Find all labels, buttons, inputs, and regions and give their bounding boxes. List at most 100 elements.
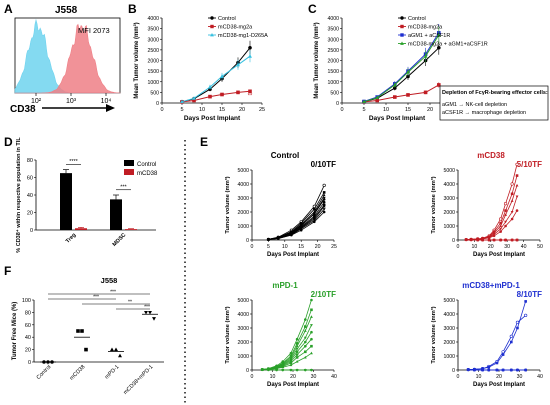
panel-f-point — [144, 310, 148, 315]
panel-b-legend-1: mCD38-mg2a — [218, 25, 253, 31]
panel-c-ytick-label: 4000 — [327, 16, 339, 22]
panel-e-0-curve-4 — [268, 199, 325, 240]
panel-e-0-point — [322, 183, 326, 187]
panel-e-3-ytick-label: 5000 — [443, 298, 455, 304]
panel-c-series-line-1 — [363, 84, 440, 103]
panel-e-3-point — [516, 368, 519, 372]
panel-e-1-point — [510, 238, 514, 242]
panel-e-1-point — [515, 209, 519, 212]
panel-e-0-ytick-label: 1000 — [237, 224, 249, 230]
panel-c-legend-0: Control — [408, 16, 426, 22]
panel-b-legend-0: Control — [218, 16, 236, 22]
panel-d-bar — [60, 173, 72, 230]
panel-e-0-title: Control — [271, 151, 299, 160]
panel-e-2-point — [310, 330, 313, 334]
panel-c-ytick-label: 2500 — [327, 48, 339, 54]
panel-e-3-point — [524, 313, 528, 318]
panel-b-ytick-label: 1500 — [147, 69, 159, 75]
panel-e-0-ylabel: Tumor volume (mm³) — [224, 176, 231, 233]
panel-e-2-point — [304, 344, 307, 348]
panel-f-point — [148, 310, 152, 315]
panel-b-point-1 — [248, 89, 252, 94]
panel-c-series-line-2 — [363, 32, 440, 102]
panel-c-ytick-label: 2000 — [327, 59, 339, 65]
panel-e-0-point — [322, 210, 326, 214]
panel-e-2-point — [281, 368, 285, 372]
panel-d-ytick-label: 80 — [27, 158, 33, 164]
panel-e-2-point — [310, 368, 313, 372]
panel-e-2-point — [289, 361, 293, 365]
panel-e-1-point — [499, 224, 503, 228]
panel-c-legend-2: aGM1 + aCSF1R — [408, 33, 450, 39]
panel-e-3-point — [487, 365, 491, 369]
panel-a-histogram-cd38 — [15, 23, 121, 94]
panel-e-3-xtick-label: 0 — [457, 374, 460, 380]
panel-a-xlabel: CD38 — [10, 104, 36, 115]
panel-e-3-xtick-label: 20 — [496, 374, 502, 380]
panel-e-3-point — [510, 340, 513, 344]
panel-d-legend-1: mCD38 — [137, 171, 158, 177]
panel-e-2-tf: 2/10TF — [311, 290, 336, 299]
panel-d-significance: **** — [69, 159, 78, 165]
panel-d-category-label: Treg — [65, 232, 77, 244]
panel-e-3-point — [515, 320, 520, 325]
panel-e-0-xtick-label: 25 — [331, 244, 337, 250]
panel-e-2-point — [295, 368, 299, 372]
panel-e-2-title: mPD-1 — [272, 281, 298, 290]
panel-c-ytick-label: 1000 — [327, 80, 339, 86]
panel-f-point — [114, 347, 118, 352]
panel-c-xtick-label: 5 — [362, 107, 365, 113]
panel-c-xtick-label: 20 — [427, 107, 433, 113]
panel-e-1-point — [504, 224, 507, 228]
panel-d-category-label: MDSC — [112, 232, 128, 248]
panel-letter-a: A — [4, 2, 13, 16]
panel-e-2-xlabel: Days Post Implant — [267, 382, 319, 388]
panel-e-1-point — [499, 221, 502, 225]
panel-b-ytick-label: 0 — [156, 101, 159, 107]
panel-e-0-tf: 0/10TF — [311, 160, 336, 169]
panel-e-2-xtick-label: 40 — [331, 374, 337, 380]
panel-c-depletion-box — [439, 85, 549, 121]
panel-b-ytick-label: 4000 — [147, 16, 159, 22]
panel-e-3-point — [501, 368, 505, 372]
panel-e-2-point — [304, 368, 307, 372]
panel-d-ylabel: % CD38⁺ within respective population in … — [15, 137, 22, 253]
panel-e-1-point — [515, 162, 519, 166]
panel-c-series-line-3 — [363, 34, 440, 103]
panel-e-0-point — [322, 193, 326, 197]
panel-f-ytick-label: 100 — [22, 298, 31, 304]
panel-e-1-point — [510, 199, 514, 202]
panel-e-2-point — [310, 315, 313, 318]
panel-c-ytick-label: 0 — [336, 101, 339, 107]
panel-c-point-1 — [393, 95, 397, 99]
panel-e-2-point — [303, 329, 307, 332]
panel-d-legend-swatch — [124, 160, 134, 166]
panel-e-3-point — [516, 326, 519, 330]
panel-e-3-point — [487, 368, 491, 372]
panel-d-ytick-label: 60 — [27, 176, 33, 182]
panel-e-1-curve-0 — [466, 164, 518, 240]
panel-e-2-point — [310, 324, 313, 327]
panel-b-series-line-2 — [181, 55, 251, 103]
panel-letter-d: D — [4, 135, 13, 149]
panel-e-2-ytick-label: 4000 — [237, 312, 249, 318]
panel-e-1-point — [504, 213, 507, 216]
panel-e-1-point — [504, 220, 507, 224]
panel-e-1-tf: 5/10TF — [517, 160, 542, 169]
panel-e-1-point — [515, 195, 519, 199]
panel-e-1-title: mCD38 — [477, 151, 505, 160]
panel-b-point-2 — [192, 96, 196, 100]
panel-e-2-xtick-label: 30 — [311, 374, 317, 380]
panel-c-point-3 — [392, 82, 397, 87]
panel-e-2-point — [295, 360, 299, 363]
panel-c-legend-1: mCD38-mg2a — [408, 25, 443, 31]
panel-f-ytick-label: 40 — [25, 335, 31, 341]
panel-e-0-curve-9 — [268, 211, 325, 240]
panel-e-1-point — [499, 227, 503, 231]
panel-e-1-point — [499, 230, 502, 233]
panel-e-0-point — [322, 198, 326, 201]
panel-b-significance: ** — [220, 94, 225, 100]
panel-e-1-point — [515, 238, 519, 242]
panel-e-3-point — [524, 368, 527, 372]
panel-a-xtick-label: 10³ — [66, 98, 77, 105]
